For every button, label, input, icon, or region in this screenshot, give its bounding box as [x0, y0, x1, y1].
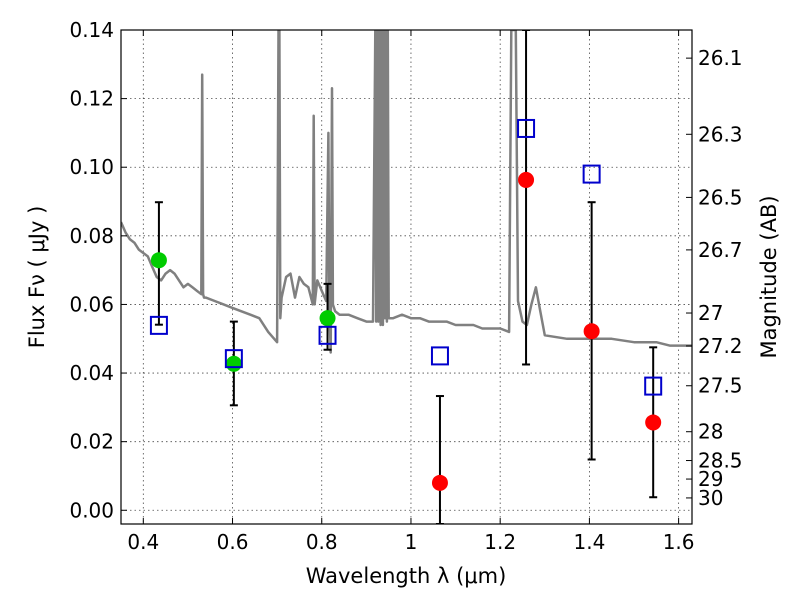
- x-tick-label: 1: [405, 530, 418, 554]
- model-photometry-square: [318, 325, 337, 345]
- model-photometry-square: [224, 349, 243, 369]
- plot-area: [121, 30, 692, 524]
- right-tick-label: 26.5: [698, 185, 743, 209]
- green-point: [150, 252, 167, 269]
- x-tick-label: 1.4: [573, 530, 605, 554]
- y-tick-label: 0.00: [69, 498, 114, 522]
- axes: 0.4 0.6 0.8 1 1.2 1.4 1.6 0.00 0.02 0.04 0.06 0.08 0…: [69, 18, 742, 554]
- red-point: [518, 171, 535, 188]
- red-point: [583, 323, 600, 340]
- y-tick-label: 0.10: [69, 155, 114, 179]
- red-point: [645, 414, 662, 431]
- y-tick-label: 0.04: [69, 361, 114, 385]
- y-tick-label: 0.06: [69, 292, 114, 316]
- right-tick-label: 28: [698, 420, 723, 444]
- x-tick-label: 0.6: [217, 530, 249, 554]
- x-tick-label: 0.8: [306, 530, 338, 554]
- model-photometry-square: [430, 346, 449, 366]
- y-axis-label: Flux Fν ( μJy ): [25, 206, 49, 349]
- y-tick-label: 0.08: [69, 224, 114, 248]
- right-tick-label: 26.3: [698, 122, 743, 146]
- model-photometry-square: [149, 315, 168, 335]
- model-sed-line: [121, 30, 692, 354]
- right-tick-label: 27.5: [698, 374, 743, 398]
- x-tick-label: 0.4: [127, 530, 159, 554]
- right-tick-label: 26.7: [698, 238, 743, 262]
- x-tick-label: 1.2: [484, 530, 516, 554]
- model-photometry-square: [582, 164, 601, 184]
- x-axis-label: Wavelength λ (μm): [306, 564, 507, 588]
- right-tick-label: 28.5: [698, 449, 743, 473]
- y-axis-right-label: Magnitude (AB): [757, 195, 781, 358]
- y-tick-label: 0.12: [69, 87, 114, 111]
- x-tick-label: 1.6: [663, 530, 695, 554]
- model-photometry-square: [644, 376, 663, 396]
- grid: [121, 29, 692, 524]
- right-tick-label: 27: [698, 301, 723, 325]
- right-tick-label: 27.2: [698, 334, 743, 358]
- green-point: [225, 355, 242, 372]
- right-tick-label: 30: [698, 486, 723, 510]
- red-point: [431, 474, 448, 491]
- y-tick-label: 0.02: [69, 430, 114, 454]
- model-photometry-square: [517, 118, 536, 138]
- right-tick-label: 26.1: [698, 46, 743, 70]
- plot-frame: [120, 29, 693, 525]
- right-tick-label: 29: [698, 467, 723, 491]
- green-point: [319, 310, 336, 327]
- y-tick-label: 0.14: [69, 18, 114, 42]
